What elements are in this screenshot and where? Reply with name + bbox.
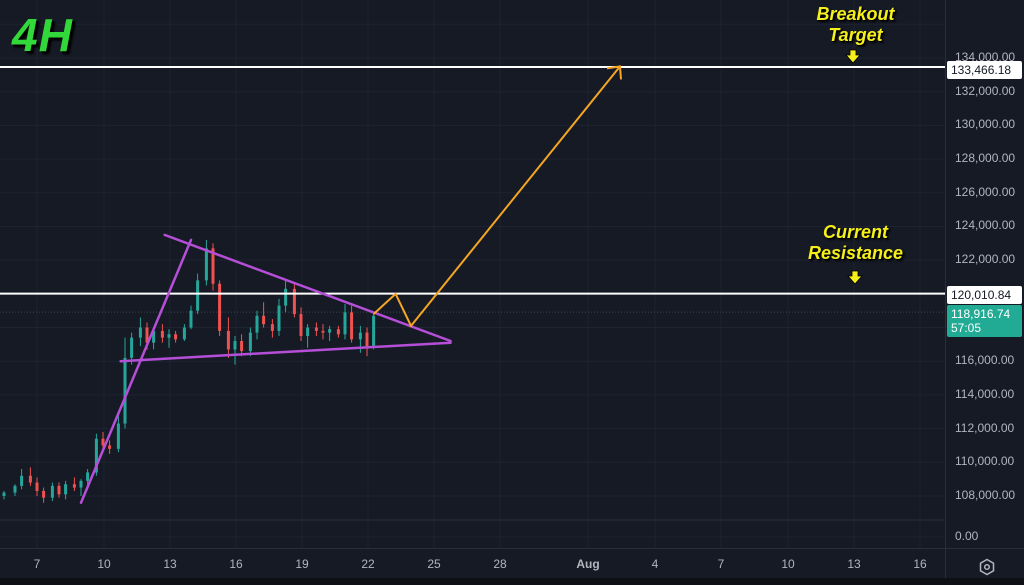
time-tick-label: 7	[33, 557, 41, 571]
breakout-target-price-badge: 133,466.18	[947, 61, 1022, 79]
resistance-price: 120,010.84	[951, 288, 1012, 302]
time-tick-label: 22	[361, 557, 375, 571]
time-tick-label: 16	[913, 557, 927, 571]
lower-pane-tick-label: 0.00	[955, 529, 979, 543]
breakout-target-line2: Target	[828, 25, 883, 45]
chart-canvas[interactable]	[0, 0, 945, 548]
time-tick-label: 16	[229, 557, 243, 571]
current-resistance-arrow-icon	[847, 270, 863, 285]
time-axis[interactable]: 7 10 13 16 19 22 25 28 Aug 4 7 10 13 16	[0, 548, 945, 579]
time-tick-label: 7	[717, 557, 725, 571]
breakout-target-line1: Breakout	[816, 4, 895, 24]
price-tick-label: 128,000.00	[955, 151, 1016, 166]
breakout-target-arrow-icon	[845, 49, 861, 64]
price-tick-label: 108,000.00	[955, 488, 1016, 502]
axis-corner	[945, 548, 1024, 578]
time-tick-label: 25	[427, 557, 441, 571]
price-tick-label: 114,000.00	[955, 386, 1015, 401]
price-tick-label: 126,000.00	[955, 184, 1016, 199]
breakout-target-label: Breakout Target	[798, 4, 913, 46]
chart-plot-area[interactable]: 4H Breakout Target Current Resistance	[0, 0, 945, 548]
resistance-price-badge: 120,010.84	[947, 286, 1022, 304]
time-tick-label: 28	[493, 557, 507, 571]
settings-gear-icon[interactable]	[978, 558, 996, 576]
current-resistance-line2: Resistance	[807, 243, 904, 263]
time-tick-label: 4	[651, 557, 659, 571]
price-tick-label: 110,000.00	[955, 454, 1015, 469]
time-tick-label: 13	[163, 557, 177, 571]
price-tick-label: 132,000.00	[955, 83, 1016, 98]
time-tick-label: 19	[295, 557, 309, 571]
price-tick-label: 116,000.00	[955, 353, 1015, 368]
price-axis[interactable]: USDT ⌄ 134,000.00132,000.00130,000.00128…	[945, 0, 1024, 548]
price-tick-label: 124,000.00	[955, 218, 1016, 233]
timeframe-title: 4H	[12, 9, 73, 61]
candle-countdown: 57:05	[951, 321, 982, 335]
price-tick-label: 122,000.00	[955, 252, 1016, 267]
bottom-border	[0, 578, 1024, 585]
price-tick-label: 130,000.00	[955, 117, 1016, 132]
last-price-badge: 118,916.74 57:05	[947, 305, 1022, 337]
price-tick-label: 112,000.00	[955, 420, 1015, 435]
current-resistance-label: Current Resistance	[793, 222, 918, 264]
last-price: 118,916.74	[951, 307, 1011, 321]
time-tick-label: 10	[781, 557, 795, 571]
time-tick-label: 13	[847, 557, 861, 571]
breakout-target-price: 133,466.18	[951, 63, 1012, 77]
current-resistance-line1: Current	[822, 222, 888, 242]
price-tick-label: 134,000.00	[955, 50, 1016, 64]
time-tick-label: Aug	[576, 557, 600, 571]
time-tick-label: 10	[97, 557, 111, 571]
